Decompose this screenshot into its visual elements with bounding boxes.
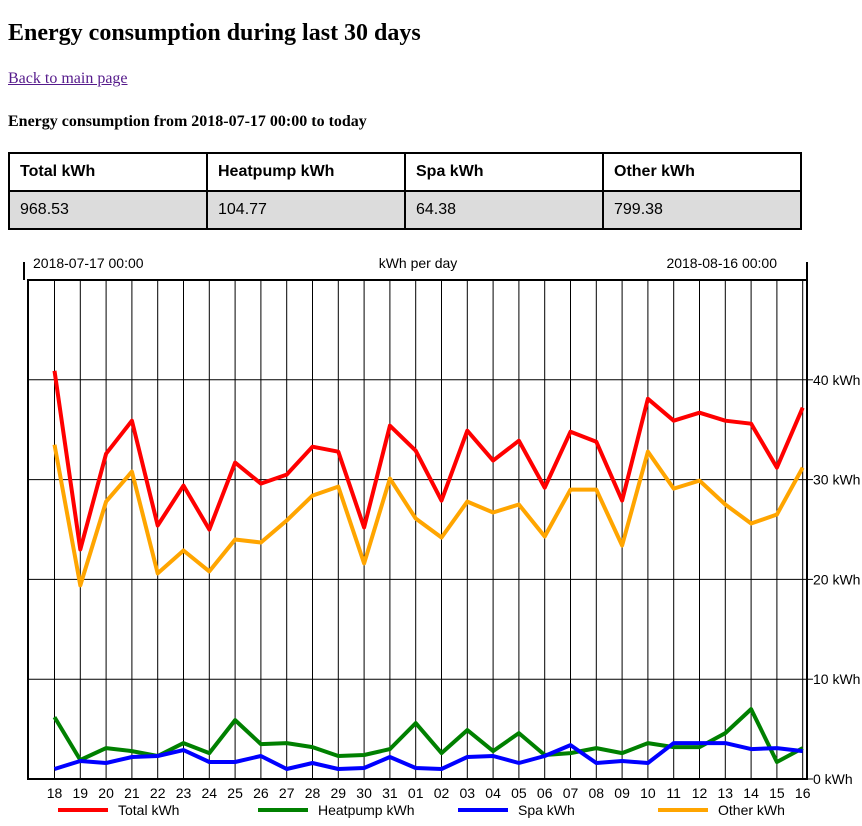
other-kwh-value: 799.38 (602, 190, 802, 230)
x-tick-label: 09 (614, 785, 630, 801)
back-to-main-link[interactable]: Back to main page (8, 70, 128, 87)
y-tick-label: 0 kWh (813, 771, 853, 787)
x-tick-label: 21 (124, 785, 140, 801)
other-kwh-legend-label: Other kWh (718, 802, 785, 818)
kwh-per-day-chart: 2018-07-17 00:00 kWh per day 2018-08-16 … (23, 255, 860, 818)
spa-kwh-value: 64.38 (404, 190, 604, 230)
heatpump-kwh-legend-label: Heatpump kWh (318, 802, 414, 818)
spa-kwh-header: Spa kWh (404, 152, 604, 192)
x-tick-label: 05 (511, 785, 527, 801)
summary-table: Total kWh Heatpump kWh Spa kWh Other kWh… (8, 152, 802, 230)
x-tick-label: 02 (434, 785, 450, 801)
other-kwh-header: Other kWh (602, 152, 802, 192)
chart-title: kWh per day (379, 255, 458, 271)
other-kwh-series-line (52, 444, 805, 588)
date-range-subtitle: Energy consumption from 2018-07-17 00:00… (8, 113, 367, 130)
x-tick-label: 07 (563, 785, 579, 801)
x-tick-label: 11 (666, 785, 681, 801)
summary-value-row: 968.53 104.77 64.38 799.38 (8, 190, 802, 230)
x-tick-label: 12 (692, 785, 708, 801)
x-tick-label: 26 (253, 785, 269, 801)
summary-header-row: Total kWh Heatpump kWh Spa kWh Other kWh (8, 152, 802, 192)
x-tick-label: 14 (743, 785, 759, 801)
total-kwh-legend-label: Total kWh (118, 802, 179, 818)
x-tick-label: 01 (408, 785, 424, 801)
x-tick-label: 28 (305, 785, 321, 801)
x-tick-label: 03 (460, 785, 476, 801)
chart-end-label: 2018-08-16 00:00 (666, 255, 777, 271)
total-kwh-value: 968.53 (8, 190, 208, 230)
x-tick-label: 15 (769, 785, 785, 801)
x-tick-label: 13 (718, 785, 734, 801)
heatpump-kwh-value: 104.77 (206, 190, 406, 230)
y-tick-label: 20 kWh (813, 571, 860, 587)
plot-frame (27, 279, 808, 780)
x-tick-label: 20 (98, 785, 114, 801)
x-tick-label: 16 (795, 785, 811, 801)
x-tick-label: 19 (73, 785, 89, 801)
total-kwh-header: Total kWh (8, 152, 208, 192)
total-kwh-series-line (52, 370, 805, 552)
x-tick-label: 18 (47, 785, 63, 801)
x-tick-label: 06 (537, 785, 553, 801)
page-title: Energy consumption during last 30 days (8, 20, 421, 46)
spa-kwh-legend-label: Spa kWh (518, 802, 575, 818)
heatpump-kwh-header: Heatpump kWh (206, 152, 406, 192)
x-tick-label: 22 (150, 785, 166, 801)
y-tick-label: 10 kWh (813, 671, 860, 687)
y-tick-label: 30 kWh (813, 472, 860, 488)
x-tick-label: 10 (640, 785, 656, 801)
y-tick-label: 40 kWh (813, 372, 860, 388)
x-tick-label: 30 (356, 785, 372, 801)
x-tick-label: 31 (382, 785, 398, 801)
x-tick-label: 04 (485, 785, 501, 801)
x-tick-label: 29 (331, 785, 347, 801)
x-tick-label: 24 (202, 785, 218, 801)
x-tick-label: 08 (589, 785, 605, 801)
x-tick-label: 25 (227, 785, 243, 801)
heatpump-kwh-series-line (52, 707, 804, 764)
chart-start-label: 2018-07-17 00:00 (33, 255, 144, 271)
spa-kwh-series-line (53, 741, 803, 771)
x-tick-label: 23 (176, 785, 192, 801)
x-tick-label: 27 (279, 785, 295, 801)
